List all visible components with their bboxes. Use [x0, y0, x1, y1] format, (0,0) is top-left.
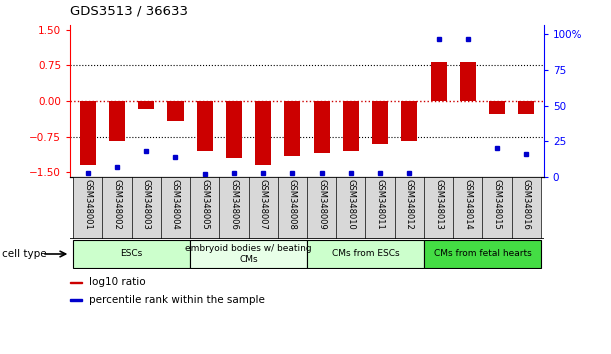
Bar [431, 62, 447, 101]
Text: GSM348001: GSM348001 [83, 179, 92, 230]
Text: cell type: cell type [2, 249, 46, 259]
Text: log10 ratio: log10 ratio [89, 278, 145, 287]
Bar [226, 101, 242, 158]
Bar [401, 101, 417, 141]
Bar [489, 101, 505, 114]
Bar [365, 177, 395, 239]
Bar [307, 177, 336, 239]
Text: GSM348016: GSM348016 [522, 179, 531, 230]
Text: GSM348012: GSM348012 [405, 179, 414, 230]
Bar [131, 177, 161, 239]
Text: GSM348008: GSM348008 [288, 179, 297, 230]
Text: CMs from ESCs: CMs from ESCs [332, 250, 400, 258]
Bar [255, 101, 271, 165]
Text: GSM348010: GSM348010 [346, 179, 356, 230]
Bar [219, 177, 249, 239]
Text: GSM348002: GSM348002 [112, 179, 122, 230]
Text: CMs from fetal hearts: CMs from fetal hearts [434, 250, 532, 258]
Text: GSM348013: GSM348013 [434, 179, 443, 230]
Bar [190, 240, 307, 268]
Bar [424, 240, 541, 268]
Text: GDS3513 / 36633: GDS3513 / 36633 [70, 5, 188, 18]
Bar [284, 101, 301, 156]
Text: ESCs: ESCs [120, 250, 143, 258]
Bar [518, 101, 534, 114]
Text: GSM348004: GSM348004 [171, 179, 180, 230]
Text: GSM348006: GSM348006 [230, 179, 238, 230]
Bar [109, 101, 125, 141]
Bar [167, 101, 183, 121]
Bar [249, 177, 278, 239]
Bar [197, 101, 213, 151]
Bar [161, 177, 190, 239]
Text: GSM348015: GSM348015 [492, 179, 502, 230]
Text: GSM348003: GSM348003 [142, 179, 151, 230]
Bar [511, 177, 541, 239]
Bar [80, 101, 96, 165]
Bar [372, 101, 388, 144]
Text: embryoid bodies w/ beating
CMs: embryoid bodies w/ beating CMs [185, 244, 312, 264]
Text: GSM348007: GSM348007 [258, 179, 268, 230]
Bar [453, 177, 483, 239]
Bar [73, 177, 103, 239]
Bar [395, 177, 424, 239]
Bar [70, 299, 82, 301]
Bar [424, 177, 453, 239]
Text: GSM348009: GSM348009 [317, 179, 326, 230]
Text: GSM348011: GSM348011 [376, 179, 384, 230]
Bar [336, 177, 365, 239]
Bar [103, 177, 131, 239]
Bar [483, 177, 511, 239]
Text: percentile rank within the sample: percentile rank within the sample [89, 295, 265, 305]
Bar [70, 281, 82, 284]
Bar [307, 240, 424, 268]
Bar [73, 240, 190, 268]
Bar [278, 177, 307, 239]
Bar [313, 101, 330, 153]
Bar [459, 62, 476, 101]
Text: GSM348005: GSM348005 [200, 179, 209, 230]
Text: GSM348014: GSM348014 [463, 179, 472, 230]
Bar [138, 101, 155, 109]
Bar [190, 177, 219, 239]
Bar [343, 101, 359, 151]
